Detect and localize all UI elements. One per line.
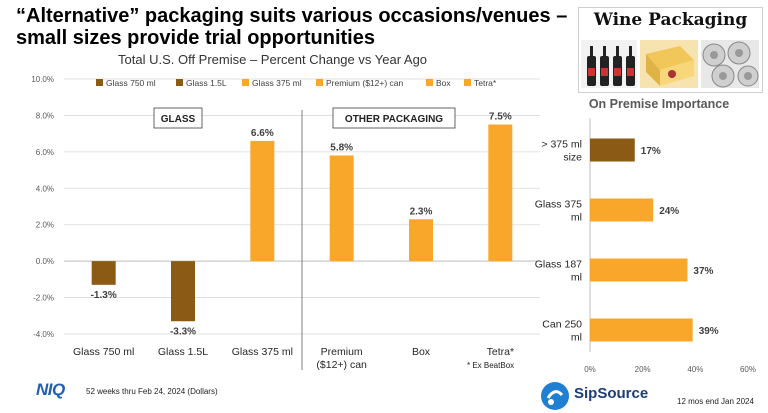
data-label: 37% <box>693 266 713 277</box>
other-packaging-group-label: OTHER PACKAGING <box>345 114 443 125</box>
data-label: 17% <box>641 146 661 157</box>
category-label: Glass 375 <box>535 199 582 211</box>
wine-packaging-panel: Wine Packaging <box>578 7 763 93</box>
legend-swatch <box>96 79 103 86</box>
x-tick-label: 60% <box>740 365 756 374</box>
category-label: > 375 ml <box>541 139 582 151</box>
bar <box>171 261 195 322</box>
x-tick-label: ($12+) can <box>316 359 367 371</box>
glass-group-label: GLASS <box>161 114 196 125</box>
wine-bottles-photo <box>581 40 637 88</box>
category-label: size <box>563 152 582 164</box>
bar <box>590 198 654 222</box>
on-premise-chart-title: On Premise Importance <box>589 97 729 111</box>
y-tick-label: 8.0% <box>36 111 54 120</box>
x-tick-label: 0% <box>584 365 596 374</box>
legend-swatch <box>426 79 433 86</box>
data-label: 5.8% <box>330 143 353 154</box>
data-label: 39% <box>699 326 719 337</box>
ex-beatbox-note: * Ex BeatBox <box>467 361 515 370</box>
legend-label: Box <box>436 78 451 88</box>
bar <box>91 261 116 285</box>
legend-swatch <box>242 79 249 86</box>
title-line-2: small sizes provide trial opportunities <box>16 27 375 49</box>
glass-group-box <box>153 107 203 129</box>
y-tick-label: 0.0% <box>36 257 54 266</box>
bar <box>409 219 433 262</box>
x-tick-label: Glass 750 ml <box>73 346 134 358</box>
y-tick-label: 6.0% <box>36 148 54 157</box>
source-note: 52 weeks thru Feb 24, 2024 (Dollars) <box>86 387 218 396</box>
legend-label: Glass 375 ml <box>252 78 302 88</box>
legend-swatch <box>464 79 471 86</box>
y-tick-label: 2.0% <box>36 221 54 230</box>
sipsource-logo-icon <box>541 382 569 410</box>
data-label: 24% <box>659 206 679 217</box>
wine-packaging-title: Wine Packaging <box>593 10 748 30</box>
x-tick-label: 40% <box>687 365 703 374</box>
wine-cans-photo <box>701 40 759 88</box>
data-label: 6.6% <box>251 128 274 139</box>
category-label: Can 250 <box>542 319 582 331</box>
legend-label: Premium ($12+) can <box>326 78 404 88</box>
category-label: ml <box>571 272 582 284</box>
bar <box>590 318 693 342</box>
title-line-1: “Alternative” packaging suits various oc… <box>16 5 568 27</box>
bar <box>329 155 354 262</box>
legend-swatch <box>176 79 183 86</box>
y-tick-label: 4.0% <box>36 184 54 193</box>
x-tick-label: 20% <box>635 365 651 374</box>
data-label: 2.3% <box>410 206 433 217</box>
legend-swatch <box>316 79 323 86</box>
x-tick-label: Premium <box>321 346 363 358</box>
legend-label: Tetra* <box>474 78 497 88</box>
off-premise-chart-title: Total U.S. Off Premise – Percent Change … <box>118 52 428 67</box>
y-tick-label: -2.0% <box>33 294 54 303</box>
data-label: -3.3% <box>170 326 196 337</box>
bar <box>590 138 635 162</box>
wine-box-photo <box>640 40 698 88</box>
data-label: -1.3% <box>91 290 117 301</box>
niq-logo: NIQ <box>36 380 65 399</box>
bar <box>590 258 688 282</box>
x-tick-label: Glass 1.5L <box>158 346 208 358</box>
sipsource-logo: SipSource <box>574 385 649 402</box>
x-tick-label: Glass 375 ml <box>232 346 293 358</box>
sipsource-period-note: 12 mos end Jan 2024 <box>677 397 754 406</box>
x-tick-label: Box <box>412 346 431 358</box>
x-tick-label: Tetra* <box>487 346 514 358</box>
page-title: “Alternative” packaging suits various oc… <box>16 5 576 49</box>
category-label: Glass 187 <box>535 259 582 271</box>
category-label: ml <box>571 332 582 344</box>
category-label: ml <box>571 212 582 224</box>
y-tick-label: 10.0% <box>31 75 54 84</box>
bar <box>250 140 275 262</box>
y-tick-label: -4.0% <box>33 330 54 339</box>
data-label: 7.5% <box>489 112 512 123</box>
bar <box>488 124 513 262</box>
other-packaging-group-box <box>332 107 456 129</box>
legend-label: Glass 1.5L <box>186 78 227 88</box>
legend-label: Glass 750 ml <box>106 78 156 88</box>
